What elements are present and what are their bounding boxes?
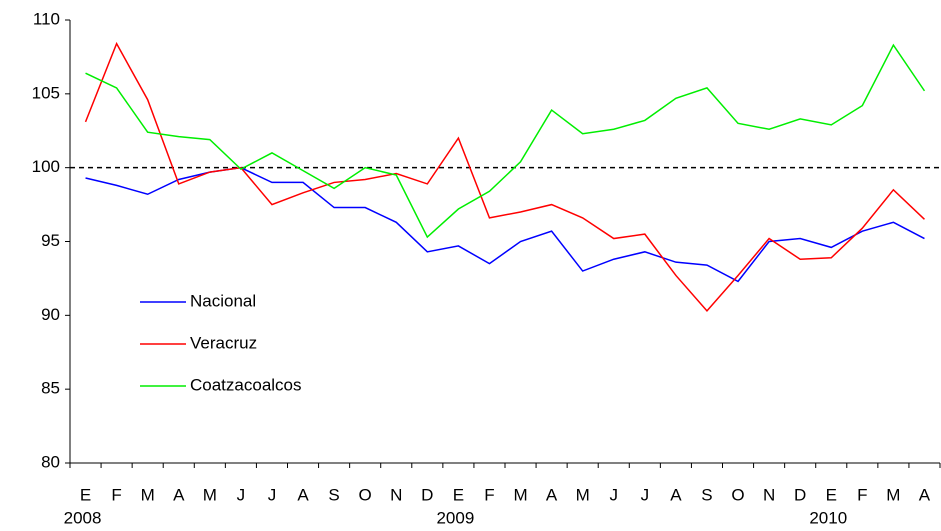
x-tick-label: D: [421, 485, 433, 504]
x-tick-label: J: [237, 485, 246, 504]
x-tick-label: A: [919, 485, 931, 504]
x-tick-label: E: [453, 485, 464, 504]
x-tick-label: J: [268, 485, 277, 504]
y-tick-label: 90: [41, 305, 60, 324]
y-tick-label: 85: [41, 379, 60, 398]
x-tick-label: O: [359, 485, 372, 504]
x-tick-label: M: [886, 485, 900, 504]
series-line: [85, 166, 925, 283]
y-tick-label: 95: [41, 231, 60, 250]
x-tick-label: J: [641, 485, 650, 504]
y-tick-label: 110: [33, 9, 60, 28]
x-tick-label: D: [794, 485, 806, 504]
x-tick-label: E: [826, 485, 837, 504]
x-tick-label: N: [390, 485, 402, 504]
x-tick-label: E: [80, 485, 91, 504]
x-tick-label: O: [731, 485, 744, 504]
x-tick-label: A: [546, 485, 558, 504]
year-label: 2008: [64, 508, 102, 527]
y-tick-label: 80: [41, 452, 60, 471]
x-tick-label: F: [111, 485, 121, 504]
x-tick-label: J: [610, 485, 619, 504]
x-tick-label: A: [297, 485, 309, 504]
x-tick-label: M: [513, 485, 527, 504]
x-tick-label: A: [173, 485, 185, 504]
series-line: [84, 41, 925, 313]
series-line: [85, 43, 926, 239]
y-tick-label: 100: [32, 157, 60, 176]
legend-label: Veracruz: [190, 333, 257, 352]
x-tick-label: S: [328, 485, 339, 504]
x-tick-label: S: [701, 485, 712, 504]
x-tick-label: F: [857, 485, 867, 504]
x-tick-label: A: [670, 485, 682, 504]
legend-label: Coatzacoalcos: [190, 375, 302, 394]
x-tick-label: F: [484, 485, 494, 504]
x-tick-label: N: [763, 485, 775, 504]
x-tick-label: M: [141, 485, 155, 504]
x-tick-label: M: [576, 485, 590, 504]
year-label: 2009: [436, 508, 474, 527]
legend-label: Nacional: [190, 291, 256, 310]
year-label: 2010: [809, 508, 847, 527]
y-tick-label: 105: [32, 83, 60, 102]
x-tick-label: M: [203, 485, 217, 504]
